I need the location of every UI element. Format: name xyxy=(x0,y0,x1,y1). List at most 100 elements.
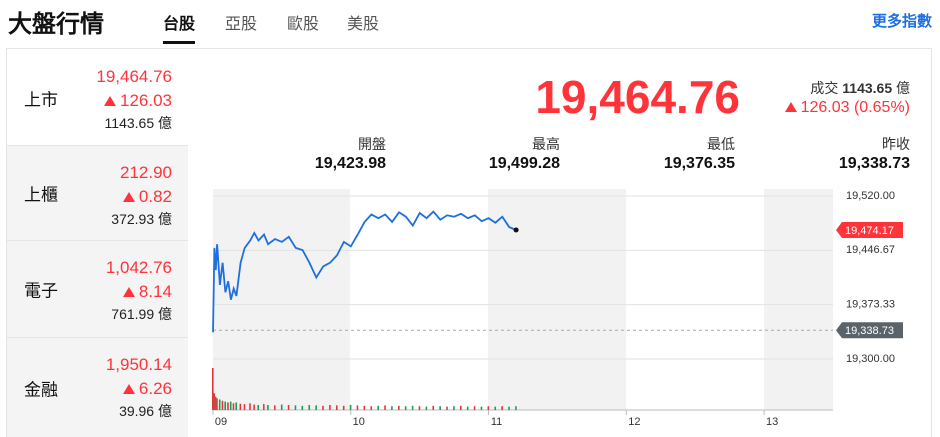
volume-bar xyxy=(398,405,400,410)
change: 126.03 (0.65%) xyxy=(800,99,910,116)
main-change: 126.03 (0.65%) xyxy=(784,99,910,117)
index-volume: 372.93 億 xyxy=(111,211,172,227)
volume-bar xyxy=(425,406,428,410)
index-volume: 39.96 億 xyxy=(119,403,172,419)
up-icon xyxy=(122,287,135,297)
volume-bar xyxy=(249,403,251,410)
index-change: 126.03 xyxy=(104,91,172,111)
volume-bar xyxy=(439,406,441,410)
index-price: 212.90 xyxy=(120,163,172,182)
hour-band xyxy=(213,189,350,410)
volume-bar xyxy=(308,404,311,410)
volume-bar xyxy=(224,401,226,410)
volume-bar xyxy=(214,396,217,410)
volume-bar xyxy=(235,402,238,410)
index-item[interactable]: 上櫃 212.90 0.82 372.93 億 xyxy=(7,145,188,240)
volume-bar xyxy=(384,405,386,410)
volume-bar xyxy=(301,405,304,410)
volume-bar xyxy=(315,405,317,410)
change-value: 126.03 xyxy=(120,91,172,110)
volume-bar xyxy=(515,406,517,410)
volume-bar xyxy=(446,406,448,410)
stat-label: 最高 xyxy=(532,136,560,152)
volume-bar xyxy=(370,406,373,410)
x-tick-label: 12 xyxy=(628,416,640,428)
volume-bar xyxy=(363,405,366,410)
index-change: 6.26 xyxy=(122,379,172,399)
tab[interactable]: 歐股 xyxy=(287,16,320,33)
volume-label: 成交 xyxy=(810,80,839,96)
up-icon xyxy=(122,192,135,202)
volume-bar xyxy=(280,404,283,410)
volume-bar xyxy=(274,405,276,410)
change-value: 0.82 xyxy=(138,187,172,206)
stat-label: 昨收 xyxy=(882,136,910,152)
index-item[interactable]: 金融 1,950.14 6.26 39.96 億 xyxy=(7,337,188,437)
volume-bar xyxy=(453,406,455,410)
index-price: 19,464.76 xyxy=(96,67,172,86)
panel xyxy=(6,48,932,437)
price-line xyxy=(212,210,517,333)
volume-bar xyxy=(391,406,393,410)
volume: 1143.65 xyxy=(842,80,893,96)
index-change: 8.14 xyxy=(122,282,172,302)
volume-bar xyxy=(404,406,407,410)
index-price: 1,950.14 xyxy=(105,355,172,374)
volume-bar xyxy=(257,404,260,410)
index-name: 上市 xyxy=(24,90,58,109)
up-icon xyxy=(104,96,116,106)
volume-bar xyxy=(336,405,338,410)
volume-bar xyxy=(494,406,497,410)
index-price: 1,042.76 xyxy=(105,258,172,277)
last-point xyxy=(513,227,519,233)
volume-bar xyxy=(508,406,510,410)
stat-value: 19,423.98 xyxy=(314,155,386,172)
index-change: 0.82 xyxy=(122,187,172,207)
volume-bar xyxy=(221,400,224,410)
volume-bar xyxy=(349,404,352,410)
volume-bar xyxy=(329,404,331,410)
stat-value: 19,338.73 xyxy=(838,155,910,172)
volume-bar xyxy=(294,405,297,410)
tab[interactable]: 台股 xyxy=(163,10,196,44)
volume-line: 成交 1143.65 億 xyxy=(810,78,910,98)
volume-bar xyxy=(480,406,483,410)
index-item[interactable]: 電子 1,042.76 8.14 761.99 億 xyxy=(7,240,188,337)
volume-bar xyxy=(253,404,255,410)
x-tick-label: 10 xyxy=(353,416,365,428)
tab[interactable]: 美股 xyxy=(347,16,380,33)
volume-bar xyxy=(229,401,232,410)
index-name: 電子 xyxy=(24,281,58,301)
volume-bar xyxy=(322,405,324,410)
x-tick-label: 09 xyxy=(215,416,227,428)
main-price: 19,464.76 xyxy=(535,71,740,123)
more-link[interactable]: 更多指數 xyxy=(871,13,932,30)
y-tick-label: 19,446.67 xyxy=(846,244,895,256)
volume-bar xyxy=(267,404,269,410)
volume-unit: 億 xyxy=(896,80,910,96)
stat-label: 開盤 xyxy=(358,136,386,152)
change-value: 6.26 xyxy=(138,379,172,398)
y-tick-label: 19,520.00 xyxy=(846,190,895,202)
volume-bar xyxy=(418,406,421,410)
volume-bar xyxy=(501,406,503,410)
index-volume: 761.99 億 xyxy=(111,306,172,322)
price-tag-label: 19,338.73 xyxy=(845,325,894,337)
volume-bar xyxy=(232,403,235,410)
price-tag xyxy=(836,322,903,339)
volume-bar xyxy=(473,406,476,410)
tab[interactable]: 亞股 xyxy=(225,16,258,33)
page-title: 大盤行情 xyxy=(8,11,104,38)
volume-bar xyxy=(239,403,242,410)
index-item[interactable]: 上市 19,464.76 126.03 1143.65 億 xyxy=(7,50,188,145)
volume-bar xyxy=(287,404,290,410)
y-tick-label: 19,300.00 xyxy=(846,353,895,365)
hour-band xyxy=(764,189,833,410)
volume-bar xyxy=(218,399,221,410)
volume-bar xyxy=(411,405,414,410)
up-icon xyxy=(784,102,797,112)
volume-bar xyxy=(212,368,214,410)
volume-bar xyxy=(262,404,265,410)
